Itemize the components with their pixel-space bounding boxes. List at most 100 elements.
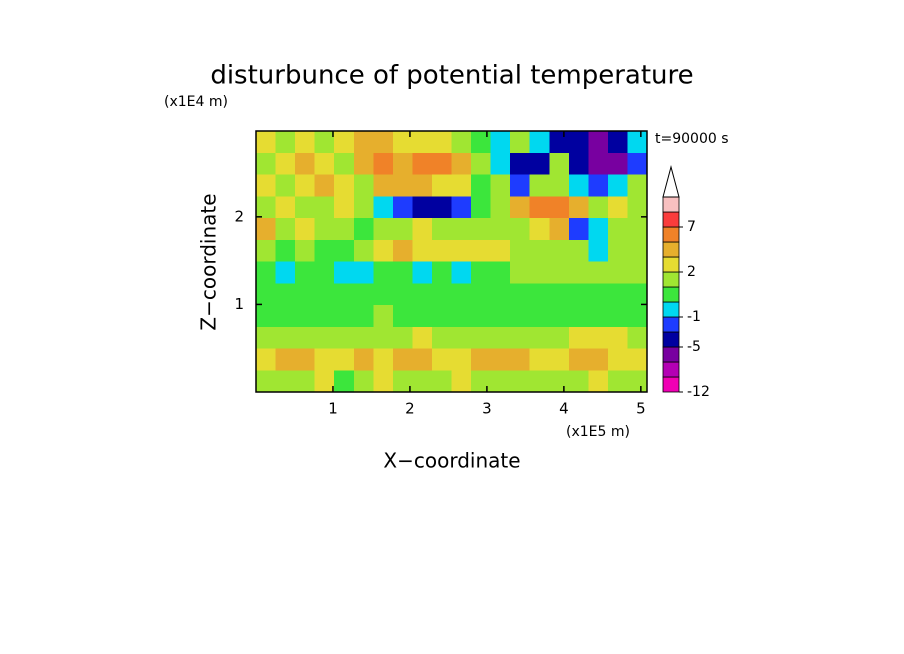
- contour-cell: [568, 152, 589, 176]
- contour-cell: [510, 283, 531, 306]
- colorbar-box: [662, 316, 680, 333]
- contour-cell: [373, 131, 394, 154]
- contour-cell: [275, 218, 296, 241]
- contour-cell: [627, 152, 648, 176]
- y-axis-title: Z−coordinate: [197, 193, 221, 330]
- contour-cell: [549, 239, 570, 263]
- contour-cell: [588, 196, 609, 219]
- contour-cell: [392, 326, 413, 350]
- contour-cell: [529, 348, 550, 371]
- colorbar-arrow: [662, 165, 680, 198]
- contour-cell: [568, 131, 589, 154]
- contour-cell: [451, 348, 472, 371]
- contour-cell: [607, 174, 629, 197]
- contour-cell: [451, 218, 472, 241]
- contour-cell: [568, 239, 589, 263]
- contour-cell: [334, 174, 355, 197]
- contour-cell: [392, 174, 413, 197]
- contour-cell: [568, 348, 589, 371]
- contour-cell: [392, 283, 413, 306]
- contour-cell: [275, 370, 296, 393]
- contour-cell: [510, 131, 531, 154]
- contour-cell: [588, 326, 609, 350]
- contour-cell: [431, 348, 453, 371]
- contour-cell: [373, 305, 394, 328]
- colorbar-label: 2: [687, 264, 696, 280]
- contour-cell: [275, 305, 296, 328]
- contour-cell: [412, 326, 433, 350]
- contour-cell: [314, 283, 335, 306]
- contour-cell: [529, 218, 550, 241]
- contour-cell: [412, 131, 433, 154]
- contour-cell: [314, 196, 335, 219]
- contour-cell: [490, 131, 511, 154]
- colorbar-box: [662, 301, 680, 318]
- contour-cell: [256, 261, 277, 284]
- y-tick-label: 2: [234, 207, 244, 225]
- contour-cell: [295, 283, 316, 306]
- contour-cell: [549, 283, 570, 306]
- contour-cell: [451, 305, 472, 328]
- contour-cell: [529, 196, 550, 219]
- contour-cell: [471, 196, 492, 219]
- contour-cell: [295, 305, 316, 328]
- chart-title: disturbunce of potential temperature: [210, 61, 693, 91]
- contour-cell: [392, 218, 413, 241]
- contour-cell: [295, 348, 316, 371]
- contour-cell: [431, 152, 453, 176]
- contour-cell: [256, 326, 277, 350]
- contour-cell: [334, 261, 355, 284]
- contour-cell: [549, 131, 570, 154]
- contour-cell: [373, 174, 394, 197]
- x-tick-label: 5: [636, 400, 646, 418]
- contour-cell: [256, 218, 277, 241]
- contour-cell: [256, 305, 277, 328]
- contour-cell: [275, 261, 296, 284]
- contour-cell: [353, 348, 374, 371]
- contour-cell: [471, 283, 492, 306]
- contour-cell: [529, 305, 550, 328]
- contour-cell: [431, 218, 453, 241]
- contour-cell: [627, 196, 648, 219]
- colorbar-label: -12: [687, 384, 710, 400]
- contour-cell: [607, 196, 629, 219]
- contour-cell: [275, 174, 296, 197]
- contour-cell: [295, 174, 316, 197]
- contour-cell: [549, 196, 570, 219]
- contour-cell: [373, 261, 394, 284]
- contour-cell: [588, 261, 609, 284]
- colorbar-box: [662, 376, 680, 393]
- plot-frame: [255, 130, 648, 393]
- contour-cell: [451, 370, 472, 393]
- contour-cell: [295, 218, 316, 241]
- contour-cell: [353, 196, 374, 219]
- contour-cell: [392, 239, 413, 263]
- contour-cell: [334, 370, 355, 393]
- contour-field: [256, 131, 648, 393]
- contour-cell: [627, 370, 648, 393]
- contour-cell: [471, 326, 492, 350]
- colorbar-box: [662, 256, 680, 273]
- contour-cell: [412, 283, 433, 306]
- contour-cell: [451, 196, 472, 219]
- contour-cell: [353, 326, 374, 350]
- contour-cell: [510, 326, 531, 350]
- contour-cell: [256, 239, 277, 263]
- contour-cell: [334, 283, 355, 306]
- contour-cell: [607, 239, 629, 263]
- contour-cell: [275, 152, 296, 176]
- contour-cell: [451, 283, 472, 306]
- contour-cell: [490, 218, 511, 241]
- contour-cell: [314, 174, 335, 197]
- contour-cell: [490, 152, 511, 176]
- contour-cell: [353, 239, 374, 263]
- contour-cell: [256, 152, 277, 176]
- contour-cell: [490, 196, 511, 219]
- contour-cell: [529, 239, 550, 263]
- contour-cell: [256, 196, 277, 219]
- contour-cell: [549, 174, 570, 197]
- contour-cell: [568, 283, 589, 306]
- contour-cell: [392, 196, 413, 219]
- colorbar-box: [662, 211, 680, 228]
- contour-cell: [627, 283, 648, 306]
